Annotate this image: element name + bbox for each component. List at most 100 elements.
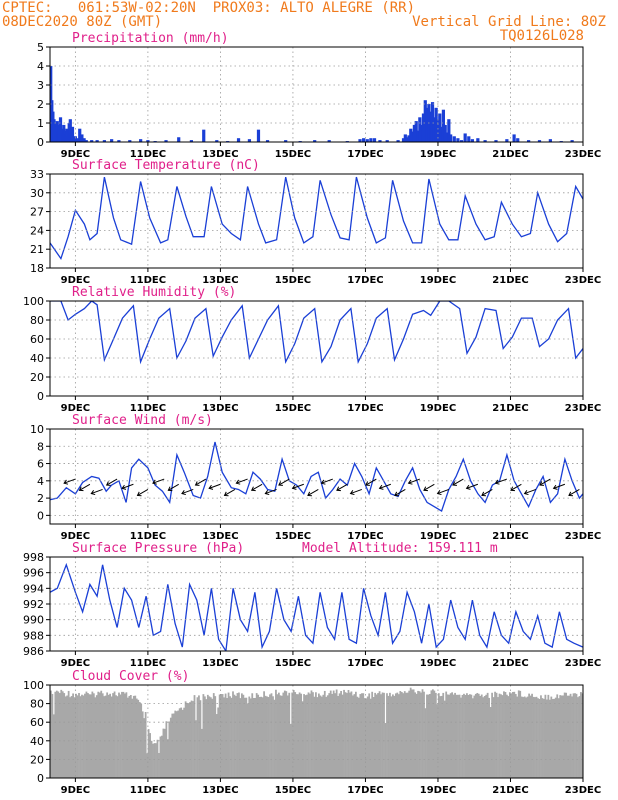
y-tick-label: 20 [30,753,44,766]
cloud-bar [414,692,416,778]
precip-bar [95,140,99,142]
x-tick-label: 13DEC [202,531,238,542]
y-tick-label: 21 [30,243,44,256]
cloud-bar [169,717,172,778]
cloud-bar [368,693,371,778]
cloud-bar [165,721,168,778]
cloud-bar [578,696,581,778]
cloud-bar [554,697,557,778]
cloud-bar [174,710,177,778]
cloud-bar [569,693,572,778]
cloud-bar [126,697,129,778]
cloud-bar [291,692,294,778]
precip-bar [247,139,252,142]
cloud-bar [162,728,165,778]
cloud-bar [377,693,379,778]
cloud-bar [525,697,528,778]
wind-arrow-head [494,479,500,485]
cloud-bar [380,694,382,778]
x-tick-label: 17DEC [347,658,383,669]
y-tick-label: 30 [30,187,44,200]
y-tick-label: 0 [37,136,44,149]
precip-bar [177,137,181,142]
cloud-bar [331,693,334,778]
x-tick-label: 17DEC [347,403,383,414]
cloud-bar [537,698,539,778]
precip-bar [452,136,456,142]
cloud-bar [82,695,85,778]
x-tick-label: 19DEC [420,149,456,160]
precip-bar [73,136,77,142]
cloud-bar [203,696,206,778]
cloud-bar [73,697,76,778]
precip-bar [65,128,69,142]
cloud-bar [541,698,544,778]
cloud-bar [134,695,137,778]
cloud-bar [217,707,220,778]
cloud-bar [52,714,55,778]
x-tick-label: 19DEC [420,785,456,796]
cloud-bar [202,694,205,778]
x-tick-label: 9DEC [61,785,90,796]
cloud-bar [69,697,72,778]
cloud-bar [457,694,459,778]
cloud-bar [211,698,214,778]
cloud-bar [97,691,100,778]
wind-arrow-head [291,484,297,490]
cloud-bar [402,693,405,778]
cloud-bar [523,696,526,778]
cloud-bar [451,692,454,778]
y-tick-label: 4 [37,475,44,488]
cloud-bar [201,728,203,778]
precip-bar [84,140,88,142]
panel-title: Surface Temperature (nC) [72,158,260,173]
cloud-bar [309,693,311,778]
cloud-bar [144,712,147,778]
wind-arrow [63,478,76,484]
cloud-bar [286,695,289,778]
y-tick-label: 60 [30,716,44,729]
cloud-bar [153,743,156,778]
cloud-bar [215,714,218,778]
x-tick-label: 17DEC [347,149,383,160]
x-tick-label: 21DEC [492,785,528,796]
cloud-bar [510,693,513,778]
precip-bar [438,113,442,142]
panel-frame [49,46,584,143]
cloud-bar [220,693,223,778]
cloud-bar [458,694,461,778]
cloud-bar [503,691,505,778]
wind-arrow [495,478,508,484]
cloud-bar [164,728,166,778]
y-tick-label: 18 [30,262,44,275]
precip-bar [447,119,451,142]
wind-arrow-head [105,481,111,486]
cloud-bar [260,696,263,778]
wind-arrow-head [378,484,384,490]
cloud-bar [334,693,337,778]
cloud-bar [572,693,575,778]
precip-bar [189,140,194,142]
cloud-bar [323,690,326,778]
cloud-bar [150,740,153,778]
y-tick-label: 2 [37,98,44,111]
header: CPTEC: 061:53W-02:20N PROX03: ALTO ALEGR… [0,0,618,46]
cloud-bar [171,713,174,778]
cloud-bar [79,696,82,778]
cloud-bar [439,696,442,778]
cloud-bar [423,691,425,778]
precip-bar [459,140,464,142]
precip-bar [410,131,415,142]
cloud-bar [263,691,265,778]
cloud-bar [433,690,436,778]
cloud-bar [353,694,356,778]
cloud-bar [581,693,583,778]
cloud-bar [116,696,119,778]
cloud-bar [243,697,246,778]
precip-bar [570,140,574,142]
cloud-bar [535,696,538,778]
cloud-bar [251,693,254,778]
cloud-bar [328,693,331,778]
x-tick-label: 23DEC [565,531,601,542]
precip-bar [527,140,531,142]
